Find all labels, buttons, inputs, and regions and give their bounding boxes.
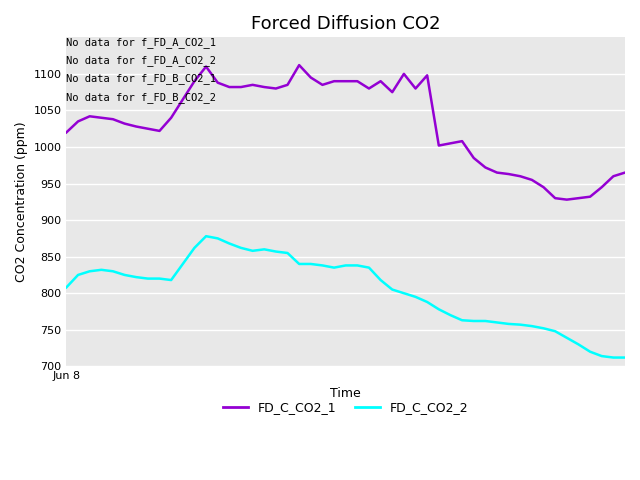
Legend: FD_C_CO2_1, FD_C_CO2_2: FD_C_CO2_1, FD_C_CO2_2 [218, 396, 474, 420]
Text: No data for f_FD_B_CO2_1: No data for f_FD_B_CO2_1 [67, 73, 216, 84]
Text: No data for f_FD_B_CO2_2: No data for f_FD_B_CO2_2 [67, 92, 216, 103]
Text: No data for f_FD_A_CO2_1: No data for f_FD_A_CO2_1 [67, 37, 216, 48]
Y-axis label: CO2 Concentration (ppm): CO2 Concentration (ppm) [15, 121, 28, 282]
X-axis label: Time: Time [330, 387, 361, 400]
Text: No data for f_FD_A_CO2_2: No data for f_FD_A_CO2_2 [67, 55, 216, 66]
Title: Forced Diffusion CO2: Forced Diffusion CO2 [251, 15, 440, 33]
